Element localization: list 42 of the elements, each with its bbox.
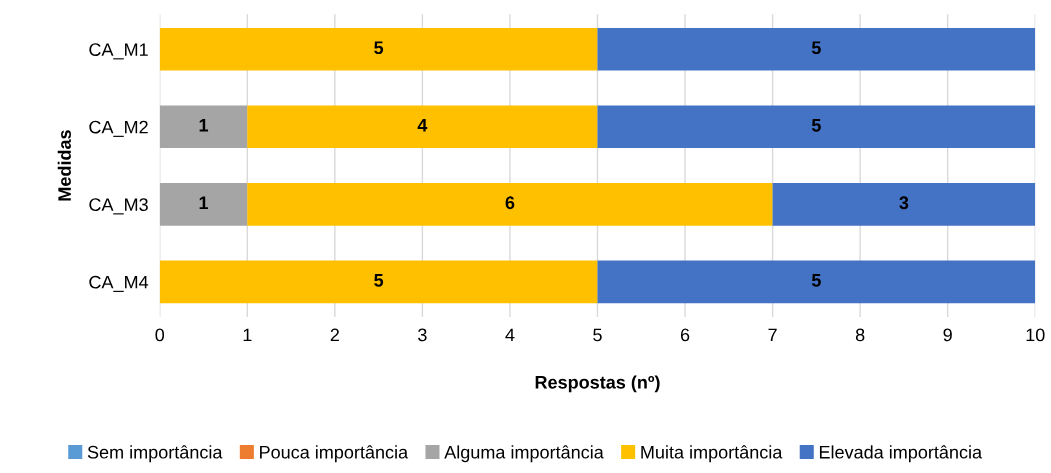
data-label: 5 — [374, 41, 384, 55]
data-label: 6 — [505, 196, 515, 210]
data-label: 5 — [811, 119, 821, 132]
legend-label: Alguma importância — [444, 445, 604, 463]
data-label: 4 — [417, 119, 428, 132]
legend-label: Sem importância — [87, 445, 223, 463]
bar — [772, 182, 1036, 226]
x-tick-label: 9 — [943, 328, 952, 342]
x-tick-label: 1 — [243, 328, 252, 342]
data-label: 1 — [199, 196, 209, 209]
x-tick-label: 8 — [855, 328, 865, 342]
y-axis-title: Medidas — [57, 130, 71, 201]
y-tick-label: CA_M2 — [89, 120, 148, 137]
bar — [247, 105, 598, 149]
bar — [159, 182, 248, 226]
data-label: 5 — [811, 274, 821, 287]
x-tick-label: 5 — [593, 328, 602, 342]
y-tick-label: CA_M3 — [89, 198, 148, 215]
data-label: 5 — [374, 274, 384, 287]
bar — [159, 105, 248, 149]
x-tick-label: 4 — [505, 328, 515, 342]
legend-label: Muita importância — [641, 445, 783, 463]
data-label: 1 — [199, 119, 209, 132]
x-tick-label: 7 — [768, 328, 777, 342]
legend-label: Elevada importância — [819, 445, 983, 463]
x-tick-label: 0 — [155, 328, 165, 342]
y-tick-label: CA_M1 — [89, 43, 148, 60]
legend-label: Pouca importância — [260, 445, 409, 463]
x-tick-label: 6 — [680, 328, 690, 342]
x-axis-title: Respostas (nº) — [535, 375, 660, 393]
x-tick-label: 2 — [330, 328, 339, 342]
bar — [159, 260, 598, 304]
y-tick-label: CA_M4 — [89, 275, 149, 292]
bar — [597, 105, 1036, 149]
bar — [597, 27, 1036, 71]
x-tick-label: 10 — [1026, 328, 1045, 342]
bar — [247, 182, 773, 226]
data-label: 3 — [899, 196, 909, 210]
bar — [159, 27, 598, 71]
bar — [597, 260, 1036, 304]
data-label: 5 — [811, 41, 821, 55]
x-tick-label: 3 — [418, 328, 427, 342]
